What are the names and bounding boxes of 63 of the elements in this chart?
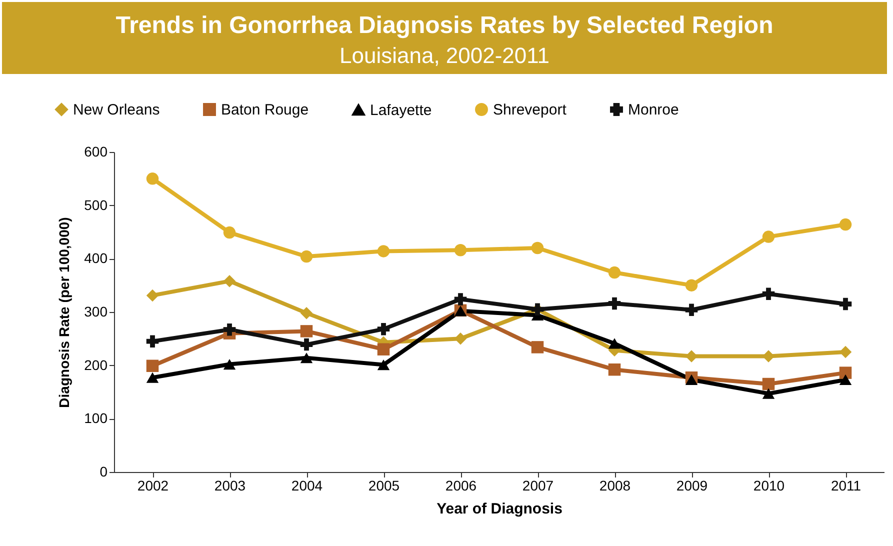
x-tick-label: 2003: [214, 478, 246, 494]
point: [377, 343, 390, 356]
y-tick-label: 100: [84, 410, 108, 426]
x-tick-label: 2009: [676, 478, 708, 494]
x-tick-label: 2006: [445, 478, 477, 494]
point: [300, 325, 313, 338]
point: [762, 378, 775, 390]
point: [685, 304, 698, 316]
point: [223, 358, 236, 370]
point: [531, 242, 544, 254]
point: [146, 289, 159, 302]
point: [685, 374, 698, 386]
x-tick-label: 2002: [137, 478, 169, 494]
point: [300, 338, 313, 351]
point: [839, 218, 852, 231]
point: [300, 250, 313, 263]
point: [839, 366, 852, 379]
y-tick-label: 400: [84, 250, 108, 266]
point: [146, 335, 159, 348]
point: [223, 226, 236, 239]
point: [531, 341, 544, 354]
legend-label: Lafayette: [370, 102, 432, 119]
point: [608, 363, 621, 376]
point: [377, 322, 390, 336]
point: [839, 374, 852, 386]
point: [377, 359, 390, 370]
legend-label: Monroe: [628, 102, 679, 119]
x-tick-label: 2007: [522, 478, 554, 494]
point: [454, 293, 467, 306]
point: [223, 323, 236, 336]
point: [146, 172, 159, 185]
y-tick-label: 300: [84, 304, 108, 320]
point: [454, 244, 467, 256]
legend-label: Shreveport: [493, 102, 568, 119]
chart-subtitle: Louisiana, 2002-2011: [340, 43, 550, 68]
point: [762, 288, 775, 300]
chart-title: Trends in Gonorrhea Diagnosis Rates by Selected Region: [116, 12, 774, 39]
x-axis-title: Year of Diagnosis: [436, 500, 562, 518]
point: [608, 266, 621, 279]
point: [762, 230, 775, 243]
point: [300, 306, 313, 320]
x-tick-label: 2011: [830, 478, 862, 494]
point: [762, 388, 775, 399]
y-axis-title: Diagnosis Rate (per 100,000): [56, 217, 72, 408]
x-tick-label: 2004: [291, 478, 323, 494]
point: [685, 279, 698, 292]
y-tick-label: 0: [100, 464, 108, 480]
point: [377, 245, 390, 258]
point: [608, 338, 621, 349]
point: [839, 298, 852, 310]
y-tick-label: 200: [84, 356, 108, 373]
x-tick-label: 2010: [753, 478, 785, 494]
y-tick-label: 600: [84, 144, 108, 160]
point: [146, 372, 159, 383]
point: [608, 297, 621, 310]
point: [146, 360, 159, 372]
y-tick-label: 500: [84, 196, 108, 213]
x-tick-label: 2008: [599, 478, 631, 494]
legend-label: New Orleans: [73, 102, 160, 119]
x-tick-label: 2005: [368, 478, 400, 494]
point: [300, 352, 313, 364]
point: [223, 274, 236, 288]
legend-label: Baton Rouge: [221, 102, 309, 119]
